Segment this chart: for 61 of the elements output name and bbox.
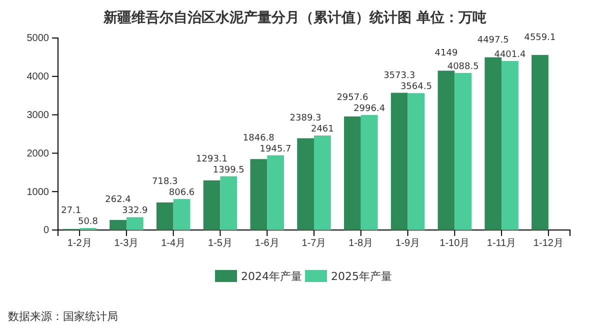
data-label: 2957.6 [336, 92, 368, 103]
data-label: 4559.1 [524, 32, 556, 43]
bar [408, 93, 425, 230]
x-tick-label: 1-5月 [208, 238, 232, 250]
bar [267, 155, 284, 230]
bar [438, 70, 455, 230]
data-label: 262.4 [105, 195, 132, 206]
x-tick-label: 1-12月 [533, 238, 564, 250]
data-label: 4088.5 [447, 62, 479, 72]
data-label: 332.9 [122, 206, 148, 216]
x-tick-label: 1-11月 [486, 238, 516, 250]
x-tick-label: 1-9月 [396, 238, 420, 250]
data-label: 2389.3 [290, 114, 322, 124]
data-label: 806.6 [168, 188, 195, 198]
x-tick-label: 1-4月 [161, 238, 186, 250]
y-tick-label: 3000 [26, 110, 50, 121]
bar [484, 57, 502, 230]
bar [314, 136, 331, 230]
bar [344, 116, 361, 230]
data-label: 2461 [310, 124, 334, 134]
y-tick-label: 4000 [26, 72, 50, 83]
data-label: 3573.3 [384, 70, 416, 81]
data-label: 1945.7 [260, 144, 292, 154]
x-tick-label: 1-7月 [302, 238, 326, 250]
legend-label: 2024年产量 [241, 270, 302, 283]
source-note: 数据来源：国家统计局 [8, 310, 118, 323]
bar [360, 114, 378, 230]
y-tick-label: 5000 [26, 33, 50, 44]
x-tick-label: 1-3月 [114, 238, 139, 250]
bar [297, 138, 314, 230]
data-label: 27.1 [61, 206, 82, 216]
data-label: 4149 [434, 48, 458, 59]
data-label: 50.8 [78, 217, 98, 228]
data-label: 1399.5 [212, 165, 244, 176]
y-tick-label: 1000 [26, 186, 50, 198]
x-tick-label: 1-10月 [440, 238, 470, 250]
bar [390, 92, 408, 230]
bar [250, 159, 268, 230]
bar [126, 217, 144, 230]
y-tick-label: 2000 [26, 148, 50, 160]
bar [532, 54, 548, 230]
legend-label: 2025年产量 [331, 270, 392, 283]
x-tick-label: 1-2月 [67, 238, 92, 250]
bar [502, 60, 518, 230]
y-tick-label: 0 [43, 225, 50, 236]
bar [220, 176, 238, 230]
data-label: 3564.5 [400, 82, 432, 92]
data-label: 4401.4 [494, 50, 526, 60]
bar [454, 73, 472, 230]
data-label: 718.3 [152, 177, 178, 188]
bar [110, 220, 126, 230]
bar [203, 180, 220, 230]
data-label: 4497.5 [477, 35, 509, 46]
bar [156, 202, 174, 230]
chart-title: 新疆维吾尔自治区水泥产量分月（累计值）统计图 单位：万吨 [102, 9, 486, 26]
bar [173, 199, 190, 230]
data-label: 2996.4 [354, 104, 386, 114]
data-label: 1846.8 [242, 133, 275, 144]
x-tick-label: 1-6月 [254, 238, 280, 250]
x-tick-label: 1-8月 [348, 238, 374, 250]
data-label: 1293.1 [196, 154, 228, 164]
